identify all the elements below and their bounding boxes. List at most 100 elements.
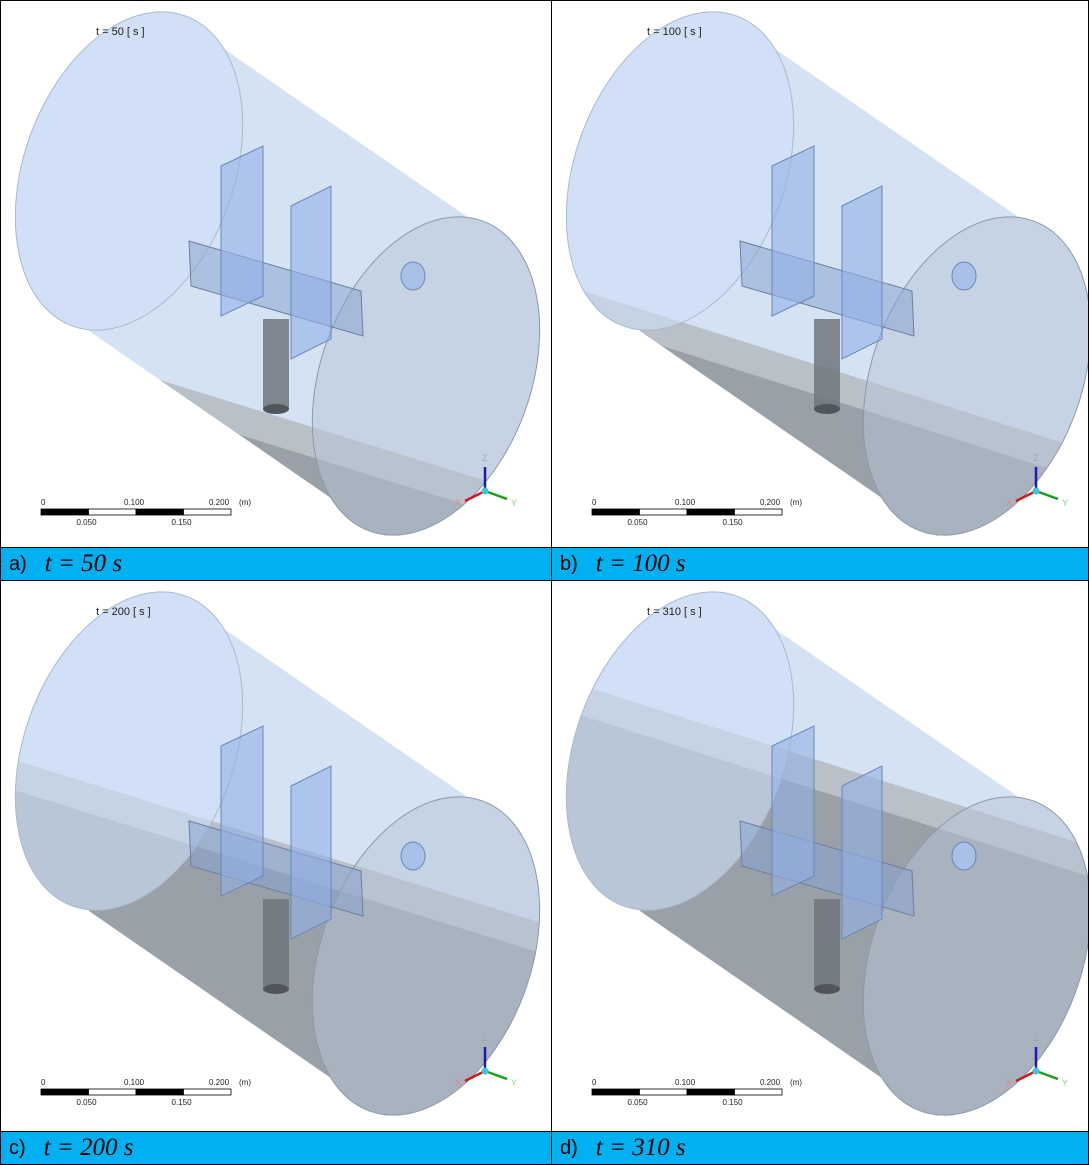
scale-segment xyxy=(640,509,688,515)
scale-segment xyxy=(735,1089,783,1095)
panel: t = 100 [ s ] 0 0.100 0.200 (m) 0.050 0.150 Z X Y… xyxy=(551,0,1089,581)
blade xyxy=(842,186,882,359)
axis-y xyxy=(1036,1071,1058,1079)
scale-label: 0.100 xyxy=(124,498,145,507)
shaft xyxy=(263,899,289,989)
axis-label: X xyxy=(455,498,461,508)
time-label: t = 200 [ s ] xyxy=(96,606,151,618)
shaft-end xyxy=(814,404,840,414)
axis-y xyxy=(485,1071,507,1079)
blade xyxy=(772,146,814,316)
scale-label: 0.200 xyxy=(760,498,781,507)
render: t = 50 [ s ] 0 0.100 0.200 (m) 0.050 0.150 Z X Y xyxy=(1,1,551,548)
blade xyxy=(291,766,331,939)
scale-label: 0.100 xyxy=(675,498,696,507)
time-label: t = 50 [ s ] xyxy=(96,26,145,38)
nozzle xyxy=(401,842,425,870)
scale-segment xyxy=(687,1089,735,1095)
scale-label: 0 xyxy=(592,498,597,507)
scale-segment xyxy=(136,509,184,515)
scale-label: (m) xyxy=(239,1078,251,1087)
render: t = 200 [ s ] 0 0.100 0.200 (m) 0.050 0.150 Z X Y xyxy=(1,581,551,1132)
axis-label: X xyxy=(1006,498,1012,508)
scale-segment xyxy=(184,1089,232,1095)
caption-bar: b)t = 100 s xyxy=(552,547,1088,580)
axis-origin xyxy=(1033,1068,1040,1075)
scale-label: 0.100 xyxy=(124,1078,145,1087)
scale-segment xyxy=(41,509,89,515)
axis-label: X xyxy=(1006,1078,1012,1088)
nozzle xyxy=(401,262,425,290)
caption-equation: t = 200 s xyxy=(44,1134,134,1162)
axis-y xyxy=(485,491,507,499)
axis-origin xyxy=(482,488,489,495)
shaft-end xyxy=(814,984,840,994)
scale-sub-label: 0.150 xyxy=(172,518,193,527)
caption-bar: c) t = 200 s xyxy=(1,1131,551,1164)
scale-sub-label: 0.150 xyxy=(723,1098,744,1107)
axis-label: Y xyxy=(1062,498,1068,508)
time-label: t = 310 [ s ] xyxy=(647,606,702,618)
scale-segment xyxy=(41,1089,89,1095)
axis-origin xyxy=(482,1068,489,1075)
nozzle xyxy=(952,842,976,870)
scale-sub-label: 0.050 xyxy=(77,1098,98,1107)
shaft xyxy=(814,319,840,409)
axis-label: Z xyxy=(1033,453,1039,463)
panel: t = 200 [ s ] 0 0.100 0.200 (m) 0.050 0.150 Z X Y… xyxy=(0,580,552,1165)
shaft-end xyxy=(263,984,289,994)
scale-segment xyxy=(640,1089,688,1095)
axis-y xyxy=(1036,491,1058,499)
blade xyxy=(842,766,882,939)
scale-label: 0.100 xyxy=(675,1078,696,1087)
scale-segment xyxy=(592,509,640,515)
axis-label: Z xyxy=(1033,1033,1039,1043)
caption-equation: t = 310 s xyxy=(596,1134,686,1162)
shaft xyxy=(814,899,840,989)
blade xyxy=(291,186,331,359)
caption-letter: d) xyxy=(560,1137,578,1160)
scale-label: 0 xyxy=(41,1078,46,1087)
scale-label: 0.200 xyxy=(209,498,230,507)
panel: t = 310 [ s ] 0 0.100 0.200 (m) 0.050 0.150 Z X Y… xyxy=(551,580,1089,1165)
shaft xyxy=(263,319,289,409)
scale-label: 0.200 xyxy=(760,1078,781,1087)
axis-label: Z xyxy=(482,453,488,463)
figure: t = 50 [ s ] 0 0.100 0.200 (m) 0.050 0.150 Z X Ya… xyxy=(0,0,1089,1165)
scale-sub-label: 0.050 xyxy=(628,1098,649,1107)
axis-label: Z xyxy=(482,1033,488,1043)
blade xyxy=(221,726,263,896)
axis-label: Y xyxy=(1062,1078,1068,1088)
scale-sub-label: 0.150 xyxy=(723,518,744,527)
axis-origin xyxy=(1033,488,1040,495)
scale-sub-label: 0.150 xyxy=(172,1098,193,1107)
scale-segment xyxy=(735,509,783,515)
scale-label: 0 xyxy=(592,1078,597,1087)
scale-label: 0.200 xyxy=(209,1078,230,1087)
scale-segment xyxy=(89,509,137,515)
caption-letter: a) xyxy=(9,553,27,576)
scale-segment xyxy=(89,1089,137,1095)
scale-label: (m) xyxy=(239,498,251,507)
caption-bar: a)t = 50 s xyxy=(1,547,551,580)
scale-label: (m) xyxy=(790,1078,802,1087)
blade xyxy=(221,146,263,316)
scale-segment xyxy=(136,1089,184,1095)
scale-segment xyxy=(592,1089,640,1095)
scale-sub-label: 0.050 xyxy=(77,518,98,527)
axis-label: Y xyxy=(511,1078,517,1088)
render: t = 310 [ s ] 0 0.100 0.200 (m) 0.050 0.150 Z X Y xyxy=(552,581,1088,1132)
scale-segment xyxy=(184,509,232,515)
scale-label: (m) xyxy=(790,498,802,507)
render: t = 100 [ s ] 0 0.100 0.200 (m) 0.050 0.150 Z X Y xyxy=(552,1,1088,548)
caption-letter: c) xyxy=(9,1137,26,1160)
time-label: t = 100 [ s ] xyxy=(647,26,702,38)
nozzle xyxy=(952,262,976,290)
scale-segment xyxy=(687,509,735,515)
scale-label: 0 xyxy=(41,498,46,507)
axis-label: X xyxy=(455,1078,461,1088)
caption-bar: d) t = 310 s xyxy=(552,1131,1088,1164)
axis-label: Y xyxy=(511,498,517,508)
scale-sub-label: 0.050 xyxy=(628,518,649,527)
